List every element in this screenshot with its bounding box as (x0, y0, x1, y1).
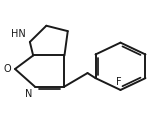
Text: O: O (3, 64, 11, 74)
Text: N: N (25, 89, 32, 99)
Text: F: F (116, 77, 122, 87)
Text: HN: HN (11, 29, 26, 39)
